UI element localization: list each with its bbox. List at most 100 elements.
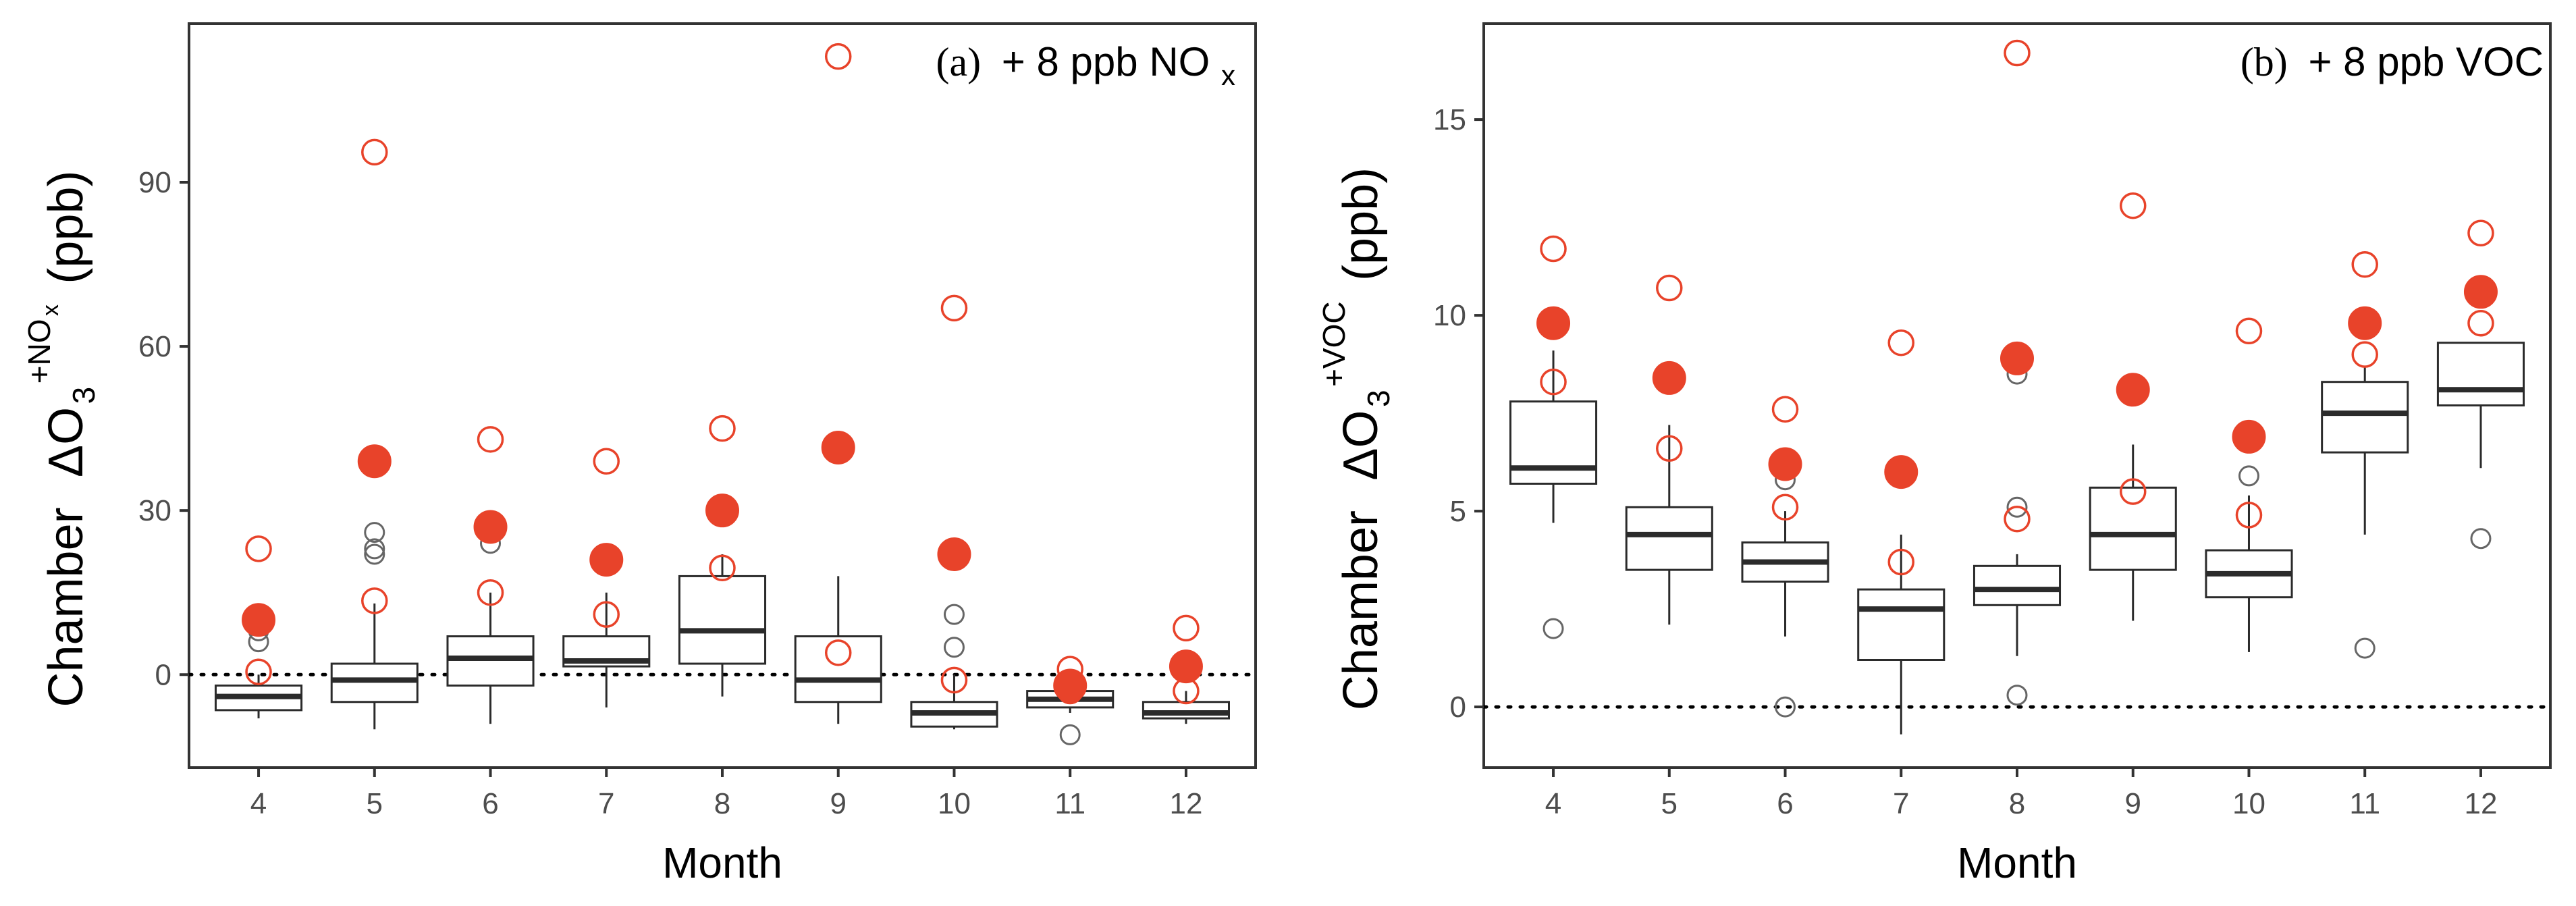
panel-b-title-text: + 8 ppb VOC — [2308, 39, 2544, 84]
panel-a-ylabel-sup-main: +NO — [22, 319, 57, 383]
panel-a-filled-red-point — [473, 510, 508, 544]
panel-a: Chamber ΔO 3 +NO x (ppb) 0 30 60 90 4 5 6 7 8 9 10… — [22, 22, 1258, 887]
panel-b-ylabel-prefix: Chamber — [1334, 510, 1388, 710]
panel-a-x-tick-label: 10 — [938, 787, 971, 820]
panel-a-y-tick-label: 30 — [138, 494, 171, 527]
panel-a-ylabel-prefix: Chamber — [39, 507, 93, 707]
panel-a-outlier-point — [364, 543, 385, 565]
panel-a-open-red-point — [709, 554, 736, 581]
panel-a-box-month-12 — [1142, 691, 1231, 724]
panel-a-title-tag: (a) — [936, 40, 982, 84]
panel-a-outlier-point — [943, 637, 965, 658]
panel-b-title: (b) + 8 ppb VOC — [2240, 39, 2544, 84]
panel-a-outlier-point — [943, 604, 965, 625]
panel-a-title-sub: x — [1221, 59, 1235, 91]
panel-a-outlier-point — [1059, 724, 1081, 745]
panel-b-x-axis-title: Month — [1957, 838, 2077, 887]
panel-b-y-axis-title: Chamber ΔO 3 +VOC (ppb) — [1316, 167, 1396, 710]
panel-b-x-tick-label: 5 — [1661, 787, 1678, 820]
panel-b-outlier-point — [1775, 696, 1796, 718]
panel-b-open-red-point — [2467, 309, 2494, 337]
panel-a-open-red-point — [245, 658, 272, 685]
panel-b-x-tick-label: 12 — [2464, 787, 2497, 820]
panel-a-open-red-point — [593, 601, 620, 628]
panel-b-box — [1625, 506, 1713, 571]
panel-b-x-tick-label: 8 — [2009, 787, 2025, 820]
panel-a-ylabel-sup-sub: x — [38, 304, 63, 316]
panel-a-box — [678, 575, 767, 665]
panel-a-open-red-point — [361, 587, 388, 614]
panel-b-box — [1857, 588, 1946, 661]
panel-b-outlier-point — [1542, 618, 1564, 639]
panel-b-box-month-9 — [2089, 444, 2177, 621]
panel-b-plot-area: 0 5 10 15 4 5 6 7 8 9 10 11 12 — [1433, 39, 2552, 820]
panel-a-open-red-point — [824, 43, 852, 70]
panel-a-open-red-point — [477, 426, 504, 453]
panel-b-filled-red-point — [2232, 419, 2266, 454]
panel-b-box — [2321, 381, 2409, 454]
panel-a-outlier-point — [364, 538, 385, 560]
panel-a-y-tick-label: 0 — [155, 658, 171, 691]
panel-b-x-tick-label: 11 — [2349, 787, 2380, 820]
panel-b-open-red-point — [2235, 502, 2263, 529]
panel-b-title-tag: (b) — [2240, 40, 2288, 84]
panel-b-box-month-5 — [1625, 425, 1713, 625]
panel-b-y-tick-label: 15 — [1433, 103, 1466, 136]
panel-b-filled-red-point — [1768, 447, 1802, 481]
panel-a-x-tick-label: 6 — [482, 787, 498, 820]
panel-a-open-red-point — [477, 579, 504, 606]
panel-b: Chamber ΔO 3 +VOC (ppb) 0 5 10 15 4 5 6 7 8 9 10 11… — [1316, 22, 2552, 887]
panel-b-box-month-12 — [2436, 342, 2525, 550]
panel-a-open-red-point — [940, 666, 968, 694]
panel-a-filled-red-point — [242, 603, 276, 637]
panel-a-open-red-point — [361, 138, 388, 166]
panel-b-box-month-6 — [1741, 469, 1829, 718]
panel-a-open-red-point — [940, 294, 968, 322]
panel-a-x-tick-label: 7 — [598, 787, 614, 820]
panel-a-ylabel-unit: (ppb) — [39, 170, 93, 284]
panel-a-x-tick-label: 8 — [714, 787, 730, 820]
panel-b-open-red-point — [2004, 505, 2031, 533]
panel-a-box-month-9 — [794, 576, 882, 724]
panel-a-title: (a) + 8 ppb NO x — [936, 39, 1235, 91]
panel-b-open-red-point — [2351, 341, 2378, 368]
panel-b-outlier-point — [2354, 637, 2376, 659]
panel-b-open-red-point — [2119, 192, 2147, 219]
panel-a-open-red-point — [824, 639, 852, 666]
panel-b-x-tick-label: 4 — [1545, 787, 1561, 820]
panel-b-open-red-point — [1540, 235, 1567, 263]
panel-a-filled-red-point — [589, 543, 624, 577]
panel-a-box — [330, 662, 419, 703]
panel-b-y-tick-label: 5 — [1450, 495, 1466, 528]
panel-a-filled-red-point — [1169, 649, 1203, 684]
panel-a-open-red-point — [245, 535, 272, 562]
panel-a-filled-red-point — [937, 537, 971, 571]
panel-b-ylabel-sub: 3 — [1361, 390, 1396, 407]
panel-a-y-tick-label: 60 — [138, 330, 171, 363]
panel-a-ylabel-sub: 3 — [66, 387, 101, 404]
panel-b-box — [1973, 564, 2062, 606]
panel-b-y-tick-label: 0 — [1450, 691, 1466, 724]
panel-b-outlier-point — [2006, 496, 2028, 518]
panel-b-open-red-point — [1540, 368, 1567, 396]
panel-b-y-tick-label: 10 — [1433, 299, 1466, 332]
panel-b-x-tick-label: 6 — [1777, 787, 1793, 820]
panel-b-x-tick-label: 9 — [2124, 787, 2141, 820]
panel-a-x-tick-label: 9 — [830, 787, 846, 820]
panel-a-open-red-point — [1173, 614, 1200, 642]
panel-a-plot-area: 0 30 60 90 4 5 6 7 8 9 10 11 12 — [138, 43, 1258, 820]
panel-a-title-text: + 8 ppb NO — [1002, 39, 1210, 84]
panel-a-x-axis-title: Month — [662, 838, 782, 887]
panel-b-box-month-7 — [1857, 534, 1946, 735]
panel-b-box-month-4 — [1509, 350, 1598, 639]
panel-b-open-red-point — [1656, 274, 1683, 302]
panel-b-box-month-8 — [1973, 363, 2062, 706]
panel-b-filled-red-point — [2348, 306, 2382, 340]
panel-b-open-red-point — [2119, 478, 2147, 505]
panel-b-open-red-point — [2235, 317, 2263, 345]
panel-b-filled-red-point — [1884, 455, 1918, 489]
panel-b-ylabel-unit: (ppb) — [1334, 167, 1388, 281]
panel-b-filled-red-point — [1536, 306, 1571, 340]
panel-a-box-month-10 — [910, 604, 998, 730]
